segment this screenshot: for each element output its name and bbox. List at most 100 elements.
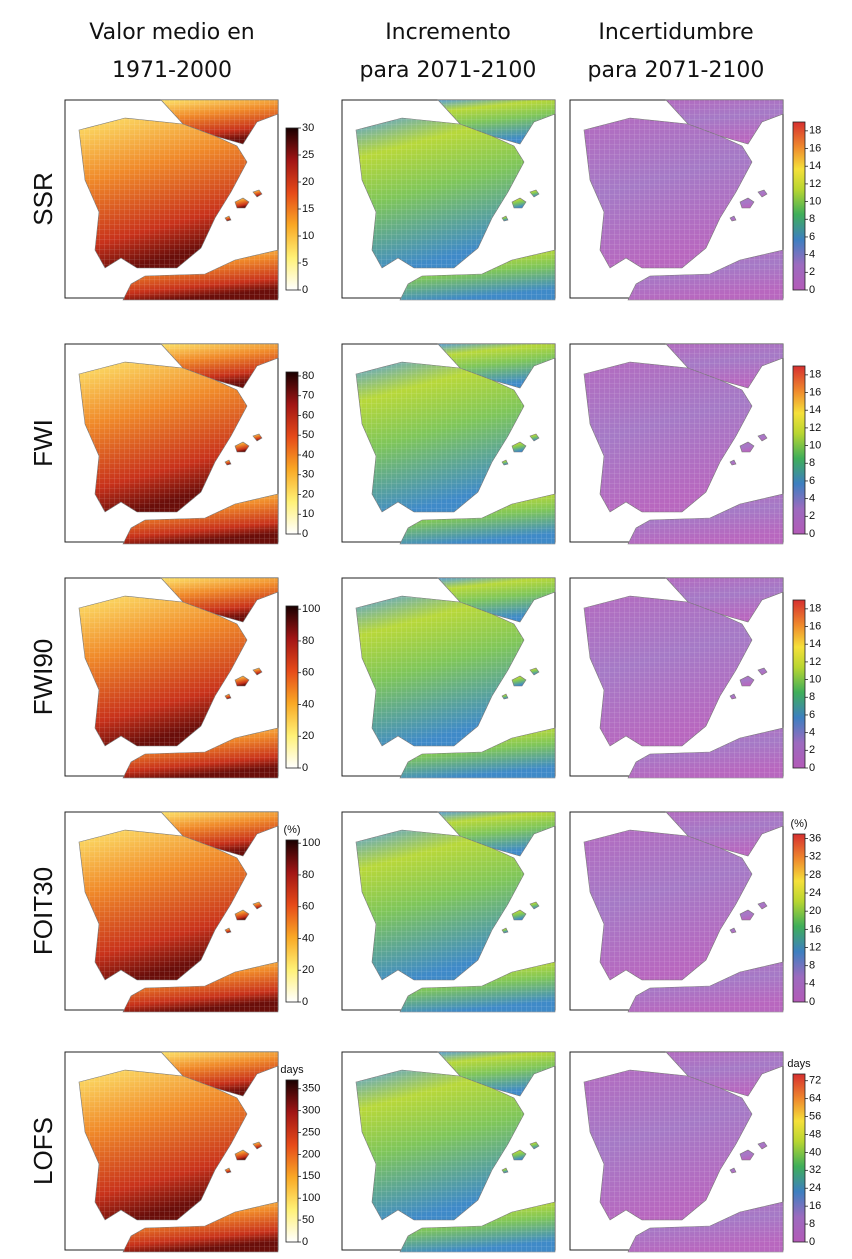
- grid-cells: [584, 118, 752, 268]
- colorbar-tick-label: 0: [302, 996, 308, 1008]
- grid-cells: [438, 1052, 555, 1096]
- colorbar-tick-label: 20: [302, 176, 314, 188]
- grid-cells: [584, 830, 752, 980]
- land: [511, 675, 527, 687]
- land: [234, 1149, 250, 1161]
- colorbar-tick-label: 70: [302, 390, 314, 402]
- land: [529, 667, 540, 676]
- land: [224, 215, 232, 222]
- land: [511, 909, 527, 921]
- colorbar-tick-label: 14: [809, 404, 821, 416]
- column-title: Incremento: [385, 20, 511, 45]
- land: [501, 693, 509, 700]
- land: [529, 1141, 540, 1150]
- grid-cells: [356, 596, 524, 746]
- land: [234, 197, 250, 209]
- land: [529, 901, 540, 910]
- land: [757, 189, 768, 198]
- land: [252, 901, 263, 910]
- colorbar-tick-label: 20: [809, 905, 821, 917]
- map-panel: [569, 1051, 784, 1253]
- map-panel: [64, 577, 279, 779]
- land: [224, 693, 232, 700]
- colorbar-unit: (%): [790, 818, 807, 830]
- colorbar-tick-label: 40: [302, 698, 314, 710]
- grid-cells: [400, 728, 555, 778]
- colorbar-tick-label: 80: [302, 635, 314, 647]
- colorbar-tick-label: 100: [302, 603, 320, 615]
- colorbar-tick-label: 16: [809, 923, 821, 935]
- grid-cells: [79, 362, 247, 512]
- colorbar-tick-label: 12: [809, 941, 821, 953]
- grid-cells: [123, 1202, 278, 1252]
- colorbar-tick-label: 32: [809, 851, 821, 863]
- grid-cells: [356, 830, 524, 980]
- map-panel: [341, 577, 556, 779]
- colorbar-tick-label: 0: [302, 1236, 308, 1248]
- map-panel: [341, 343, 556, 545]
- land: [224, 459, 232, 466]
- row-label: SSR: [28, 172, 58, 225]
- colorbar-tick-label: 16: [809, 142, 821, 154]
- land: [739, 441, 755, 453]
- land: [729, 215, 737, 222]
- grid-cells: [123, 494, 278, 544]
- colorbar-tick-label: 300: [302, 1105, 320, 1117]
- colorbar: [792, 599, 806, 769]
- column-title: 1971-2000: [112, 58, 232, 83]
- grid-cells: [79, 596, 247, 746]
- colorbar: [792, 833, 806, 1003]
- land: [739, 197, 755, 209]
- grid-cells: [356, 1070, 524, 1220]
- colorbar-tick-label: 60: [302, 409, 314, 421]
- land: [501, 215, 509, 222]
- colorbar-tick-label: 0: [302, 762, 308, 774]
- land: [739, 1149, 755, 1161]
- colorbar-tick-label: 56: [809, 1110, 821, 1122]
- map-panel: [569, 99, 784, 301]
- colorbar-tick-label: 10: [809, 195, 821, 207]
- land: [252, 433, 263, 442]
- colorbar-tick-label: 50: [302, 429, 314, 441]
- map-panel: [64, 1051, 279, 1253]
- grid-cells: [438, 812, 555, 856]
- colorbar-tick-label: 0: [809, 1236, 815, 1248]
- land: [729, 459, 737, 466]
- land: [757, 667, 768, 676]
- colorbar-tick-label: 18: [809, 125, 821, 137]
- colorbar-tick-label: 50: [302, 1214, 314, 1226]
- colorbar-tick-label: 16: [809, 620, 821, 632]
- grid-cells: [666, 812, 783, 856]
- colorbar-tick-label: 72: [809, 1075, 821, 1087]
- grid-cells: [356, 362, 524, 512]
- colorbar-tick-label: 20: [302, 730, 314, 742]
- row-label: FWI: [28, 419, 58, 467]
- map-panel: [64, 811, 279, 1013]
- colorbar-tick-label: 12: [809, 178, 821, 190]
- colorbar-tick-label: 36: [809, 832, 821, 844]
- land: [757, 1141, 768, 1150]
- grid-cells: [438, 578, 555, 622]
- colorbar-tick-label: 10: [302, 508, 314, 520]
- colorbar-tick-label: 10: [809, 439, 821, 451]
- grid-cells: [161, 344, 278, 388]
- land: [252, 189, 263, 198]
- grid-cells: [628, 728, 783, 778]
- map-panel: [341, 1051, 556, 1253]
- colorbar-tick-label: 100: [302, 1192, 320, 1204]
- colorbar-tick-label: 4: [809, 249, 815, 261]
- grid-cells: [666, 578, 783, 622]
- map-panel: [64, 99, 279, 301]
- colorbar-tick-label: 16: [809, 386, 821, 398]
- grid-cells: [666, 100, 783, 144]
- colorbar-tick-label: 24: [809, 887, 821, 899]
- colorbar-tick-label: 40: [302, 449, 314, 461]
- land: [739, 909, 755, 921]
- colorbar-tick-label: 6: [809, 475, 815, 487]
- colorbar-tick-label: 8: [809, 960, 815, 972]
- colorbar-tick-label: 0: [809, 762, 815, 774]
- colorbar-unit: days: [787, 1058, 811, 1070]
- colorbar-tick-label: 18: [809, 369, 821, 381]
- land: [511, 1149, 527, 1161]
